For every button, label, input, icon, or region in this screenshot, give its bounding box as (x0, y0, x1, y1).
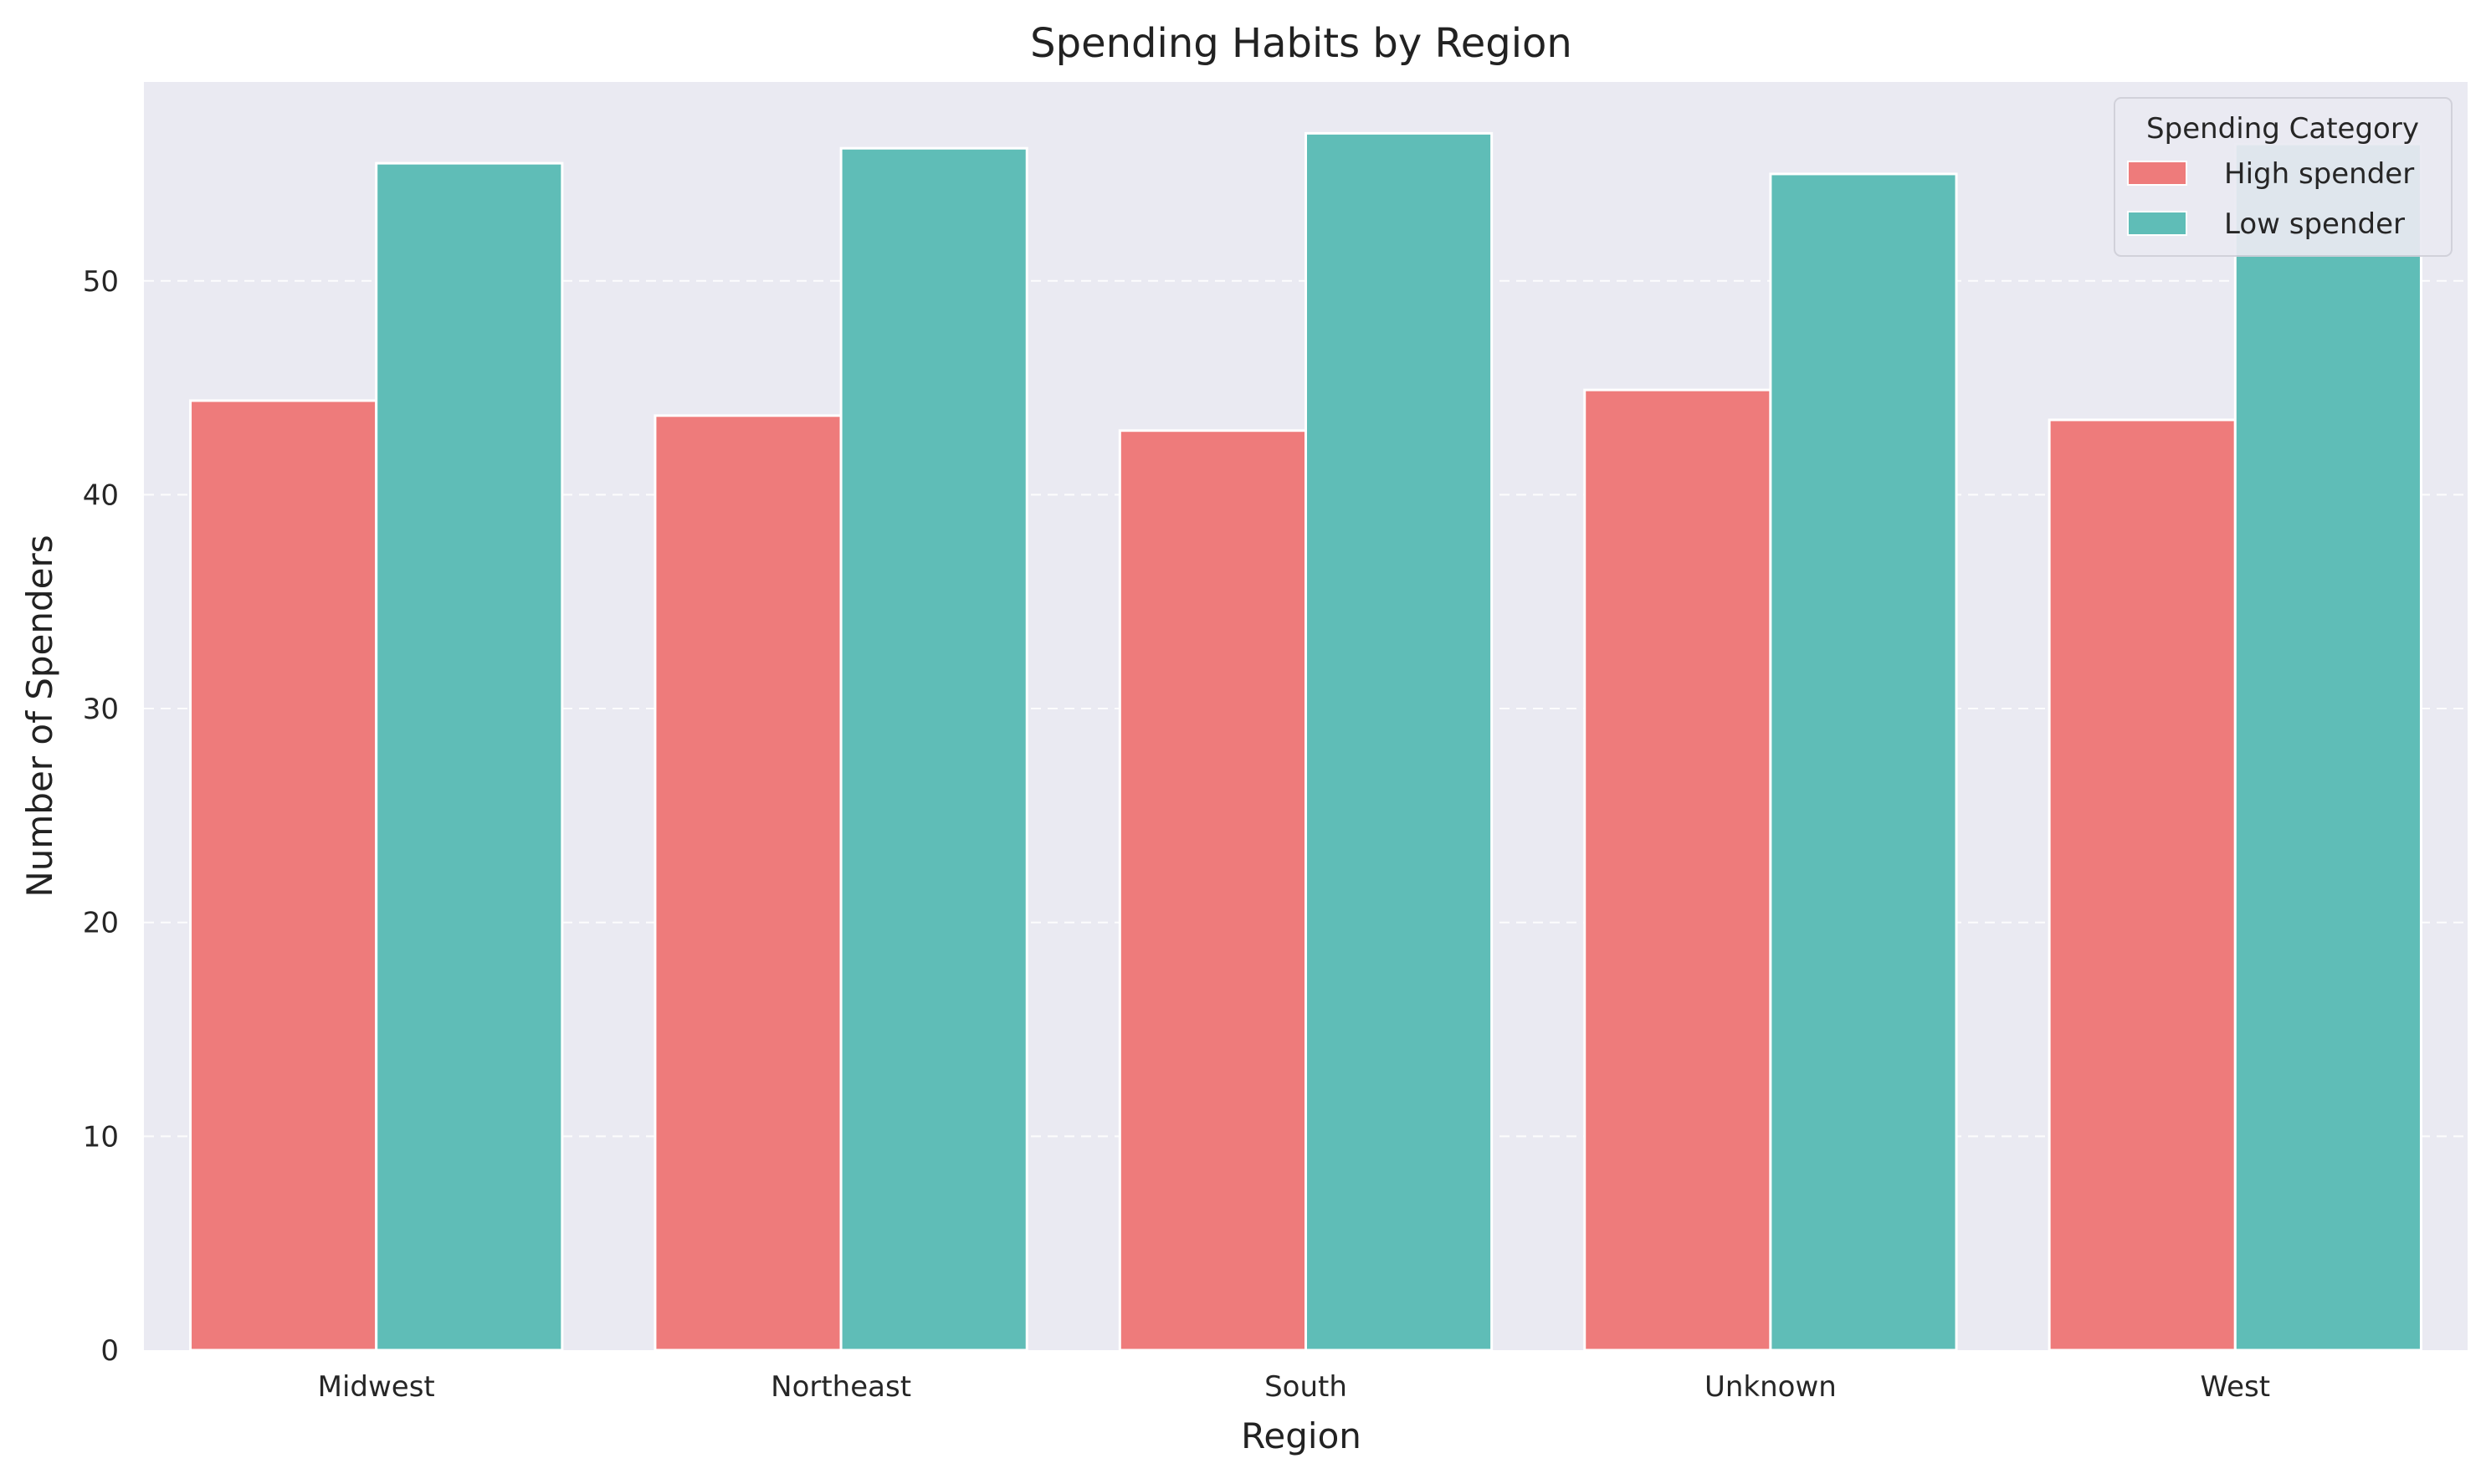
bar-low-spender-south (1305, 131, 1494, 1352)
legend-box (2114, 97, 2453, 257)
y-axis-ticks: 0 10 20 30 40 50 (83, 265, 119, 1368)
x-tick-label: West (2201, 1370, 2271, 1404)
x-axis-title: Region (1241, 1415, 1361, 1456)
bar-high-spender-midwest (189, 399, 378, 1352)
x-tick-label: Unknown (1704, 1370, 1837, 1404)
y-tick-label: 0 (100, 1334, 119, 1368)
y-tick-label: 30 (83, 693, 119, 726)
bar-high-spender-northeast (654, 414, 843, 1352)
bar-low-spender-unknown (1769, 172, 1958, 1352)
y-tick-label: 20 (83, 907, 119, 940)
x-tick-label: Northeast (771, 1370, 911, 1404)
y-axis-title: Number of Spenders (19, 535, 60, 897)
x-axis-ticks: Midwest Northeast South Unknown West (318, 1370, 2270, 1404)
bar-high-spender-unknown (1583, 388, 1772, 1352)
legend: Spending Category High spender Low spende… (2114, 97, 2453, 257)
y-tick-label: 10 (83, 1120, 119, 1154)
legend-label: High spender (2224, 157, 2414, 191)
legend-label: Low spender (2224, 207, 2405, 241)
bar-high-spender-west (2048, 418, 2237, 1352)
legend-swatch (2127, 211, 2187, 236)
legend-swatch (2127, 161, 2187, 186)
bar-high-spender-south (1118, 429, 1307, 1352)
x-tick-label: Midwest (318, 1370, 435, 1404)
x-tick-label: South (1264, 1370, 1347, 1404)
y-tick-label: 50 (83, 265, 119, 299)
chart-title: Spending Habits by Region (1030, 20, 1572, 67)
legend-title: Spending Category (2146, 112, 2419, 146)
bar-low-spender-west (2233, 142, 2422, 1352)
bar-low-spender-northeast (839, 146, 1028, 1352)
y-tick-label: 40 (83, 478, 119, 512)
bars-group (189, 131, 2422, 1352)
bar-low-spender-midwest (375, 161, 564, 1352)
